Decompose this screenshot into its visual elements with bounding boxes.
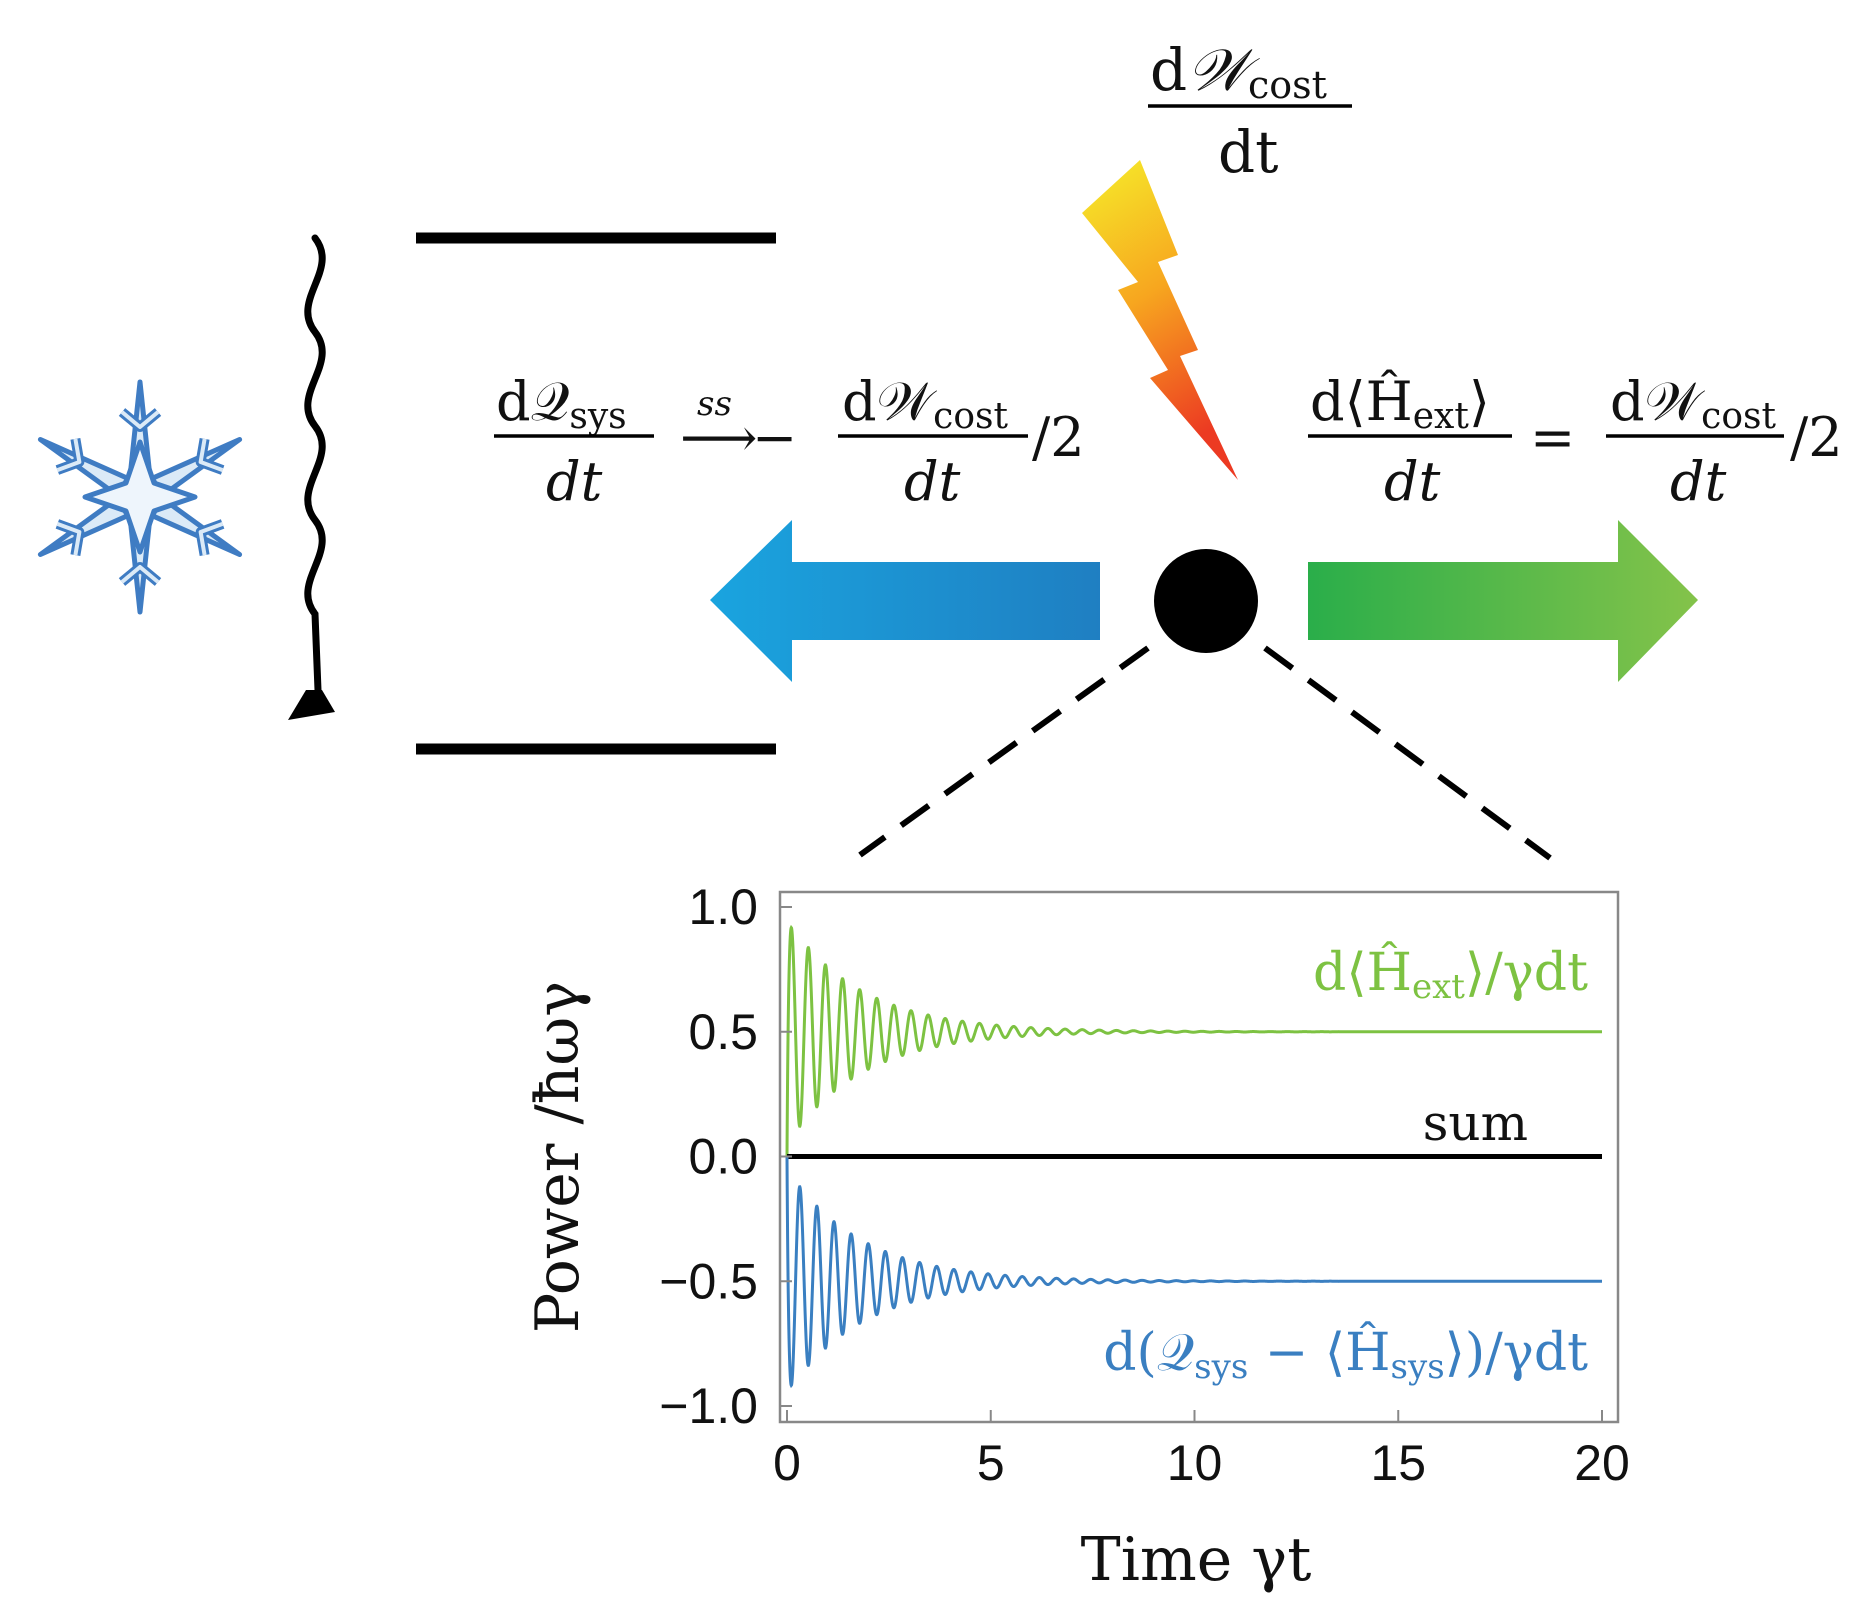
series-line-2: [785, 1156, 1602, 1389]
svg-text:d𝒬sys: d𝒬sys: [496, 370, 627, 437]
series-label-hext: d⟨Ĥext⟩/γdt: [1313, 941, 1588, 1007]
x-tick-label: 0: [773, 1435, 801, 1491]
x-tick-label: 10: [1167, 1435, 1223, 1491]
svg-text:d⟨Ĥext⟩: d⟨Ĥext⟩: [1310, 369, 1490, 437]
x-tick-label: 15: [1370, 1435, 1426, 1491]
svg-text:−: −: [752, 406, 797, 469]
work-flow-arrow: [1308, 520, 1698, 682]
series-label-sum: sum: [1423, 1094, 1528, 1152]
svg-text:/2: /2: [1032, 406, 1085, 469]
lightning-bolt-icon: [1082, 160, 1238, 480]
y-tick-label: −1.0: [659, 1378, 758, 1434]
work-cost-label: d𝒲cost dt: [1148, 36, 1352, 186]
x-tick-label: 20: [1574, 1435, 1630, 1491]
system-dot: [1154, 549, 1258, 653]
svg-text:⟶: ⟶: [680, 406, 757, 469]
right-relation-equation: d⟨Ĥext⟩ dt = d𝒲cost dt /2: [1308, 369, 1843, 513]
left-relation-equation: d𝒬sys dt ss ⟶ − d𝒲cost dt /2: [494, 370, 1085, 513]
svg-text:d𝒲cost: d𝒲cost: [1150, 36, 1327, 107]
y-tick-label: 0.0: [688, 1129, 758, 1185]
x-axis-label: Time γt: [1081, 1525, 1312, 1595]
heat-flow-arrow: [710, 520, 1100, 682]
svg-text:dt: dt: [1670, 450, 1727, 513]
zoom-line-right: [1263, 645, 1552, 861]
y-tick-label: 1.0: [688, 879, 758, 935]
svg-text:=: =: [1530, 406, 1575, 469]
svg-text:dt: dt: [1384, 450, 1441, 513]
x-tick-label: 5: [977, 1435, 1005, 1491]
y-tick-label: −0.5: [659, 1253, 758, 1309]
y-axis-label: Power /ħωγ: [523, 981, 593, 1333]
svg-text:d𝒲cost: d𝒲cost: [842, 370, 1008, 437]
svg-text:d𝒲cost: d𝒲cost: [1610, 370, 1776, 437]
svg-text:ss: ss: [697, 384, 732, 424]
svg-text:dt: dt: [904, 450, 961, 513]
svg-text:/2: /2: [1790, 406, 1843, 469]
series-label-heat: d(𝒬sys − ⟨Ĥsys⟩)/γdt: [1103, 1321, 1588, 1387]
y-tick-label: 0.5: [688, 1004, 758, 1060]
wavy-arrow-icon: [288, 234, 335, 720]
zoom-line-left: [858, 645, 1150, 858]
svg-text:dt: dt: [1218, 118, 1278, 186]
svg-text:dt: dt: [546, 450, 603, 513]
series-line-0: [785, 924, 1602, 1157]
snowflake-icon: [31, 379, 248, 612]
power-chart: 0 5 10 15 20 1.0 0.5 0.0 −0.5 −1.0 Time γt Power …: [523, 879, 1630, 1595]
